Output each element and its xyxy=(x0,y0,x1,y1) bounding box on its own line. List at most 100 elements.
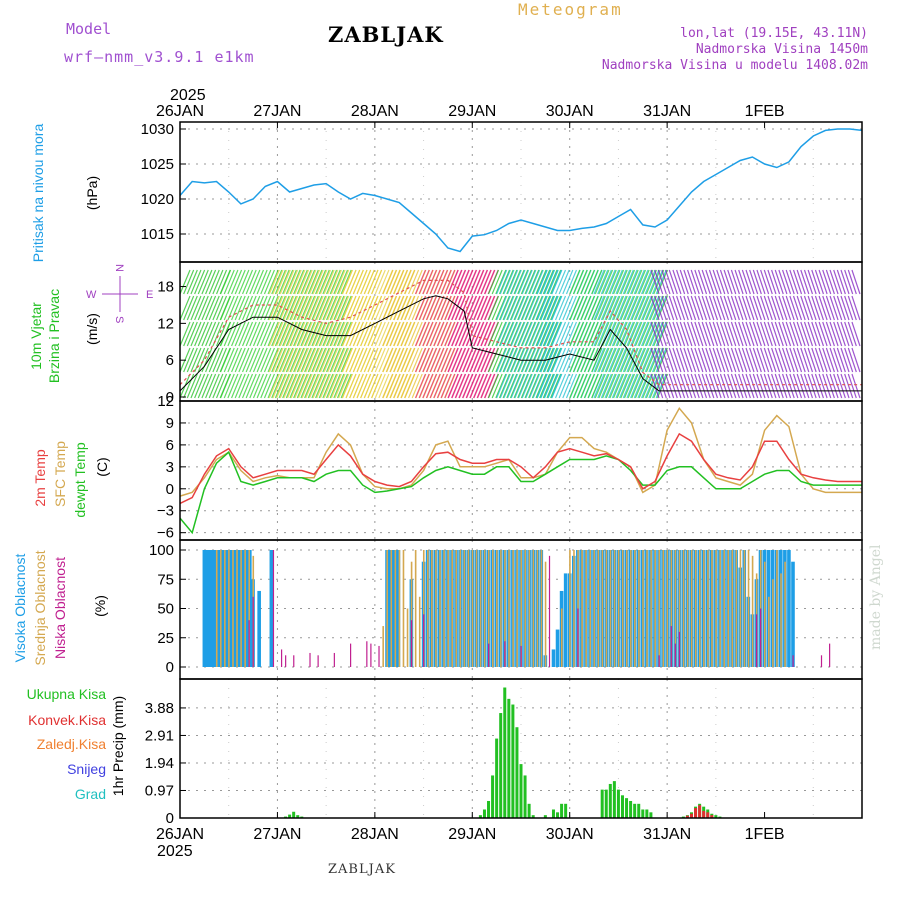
wind-barb xyxy=(727,373,737,399)
wind-barb xyxy=(447,321,459,347)
wind-barb xyxy=(701,295,711,321)
compass-e: E xyxy=(146,289,153,301)
wind-barb xyxy=(323,347,335,373)
wind-barb xyxy=(690,373,700,399)
cloud-mid-bar xyxy=(447,550,449,667)
wind-barb xyxy=(615,295,627,321)
wind-barb xyxy=(345,373,357,399)
precip-total-bar xyxy=(641,809,645,818)
cloud-mid-bar xyxy=(634,550,636,667)
wind-barb xyxy=(308,321,321,347)
wind-barb xyxy=(708,321,719,347)
wind-barb xyxy=(429,295,441,321)
wind-barb xyxy=(641,295,653,321)
wind-barb xyxy=(510,321,522,347)
wind-barb xyxy=(271,347,283,373)
wind-barb xyxy=(741,269,751,295)
wind-barb xyxy=(518,373,530,399)
wind-barb xyxy=(454,373,466,399)
wind-barb xyxy=(554,295,567,321)
cloud-mid-bar xyxy=(625,550,628,667)
wind-barb xyxy=(694,295,704,321)
wind-barb xyxy=(454,321,466,347)
wind-barb xyxy=(186,347,198,373)
wind-barb xyxy=(256,373,268,399)
precip-total-bar xyxy=(625,798,629,818)
wind-barb xyxy=(252,321,265,347)
wind-barb xyxy=(278,321,290,347)
wind-barb xyxy=(231,373,243,399)
cloud-mid-bar xyxy=(439,550,441,667)
wind-barb xyxy=(509,373,521,399)
wind-barb xyxy=(433,373,445,399)
wind-barb xyxy=(542,295,554,321)
wind-barb xyxy=(276,269,288,295)
wind-barb xyxy=(215,269,228,295)
wind-barb xyxy=(296,295,308,321)
wind-barb xyxy=(593,373,605,399)
cloud-low-bar xyxy=(678,631,681,667)
wind-barb xyxy=(349,373,361,399)
cloud-tick-label: 25 xyxy=(157,630,174,647)
wind-barb xyxy=(352,321,364,347)
wind-barb xyxy=(304,295,316,321)
wind-barb xyxy=(613,373,625,399)
wind-barb xyxy=(535,373,547,399)
wind-barb xyxy=(472,373,485,399)
wind-barb xyxy=(283,269,295,295)
wind-barb xyxy=(609,269,621,295)
wind-barb xyxy=(719,347,730,373)
precip-conv-bar xyxy=(702,810,706,818)
wind-barb xyxy=(208,321,220,347)
wind-barb xyxy=(340,269,352,295)
wind-barb xyxy=(686,373,697,399)
cloud-high-bar xyxy=(555,629,560,667)
cloud-mid-bar xyxy=(711,550,713,667)
wind-barb xyxy=(194,321,206,347)
cloud-mid-bar xyxy=(475,550,478,667)
wind-tick-label: 6 xyxy=(166,352,174,369)
cloud-mid-bar xyxy=(605,550,608,667)
wind-barb xyxy=(569,295,581,321)
wind-barb xyxy=(697,295,708,321)
bottom-time-label: 27JAN xyxy=(253,826,301,843)
wind-barb xyxy=(454,269,466,295)
pressure-frame xyxy=(179,121,863,263)
wind-barb xyxy=(803,373,814,399)
wind-barb xyxy=(223,269,235,295)
wind-barb xyxy=(336,295,349,321)
wind-barb xyxy=(329,269,341,295)
wind-barb xyxy=(844,373,854,399)
wind-barb xyxy=(520,321,532,347)
wind-barb xyxy=(404,347,416,373)
wind-barb xyxy=(345,295,357,321)
wind-barb xyxy=(293,373,305,399)
precip-total-bar xyxy=(649,812,653,818)
wind-barb xyxy=(749,373,759,399)
wind-barb xyxy=(400,373,412,399)
wind-barb xyxy=(227,373,239,399)
wind-barb xyxy=(825,347,835,373)
wind-barb xyxy=(642,321,654,347)
wind-barb xyxy=(525,373,537,399)
wind-barb xyxy=(613,347,625,373)
cloud-mid-bar xyxy=(443,550,445,667)
wind-barb xyxy=(429,321,441,347)
wind-barb xyxy=(760,269,770,295)
wind-barb xyxy=(260,269,272,295)
wind-barb xyxy=(197,321,209,347)
wind-barb xyxy=(597,373,609,399)
wind-barb xyxy=(542,347,554,373)
cloud-mid-bar xyxy=(573,550,575,667)
wind-barb xyxy=(642,269,654,295)
wind-barb xyxy=(447,373,459,399)
wind-barb xyxy=(562,269,574,295)
wind-barb xyxy=(498,269,511,295)
wind-barb xyxy=(633,269,645,295)
wind-barb xyxy=(774,321,784,347)
wind-barb xyxy=(645,347,657,373)
cloud-mid-bar xyxy=(398,550,401,667)
wind-barb xyxy=(397,321,409,347)
wind-barb xyxy=(605,347,617,373)
wind-barb xyxy=(514,269,526,295)
